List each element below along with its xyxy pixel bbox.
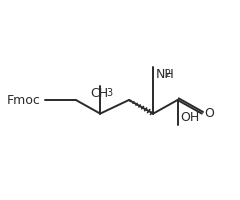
Text: NH: NH — [156, 68, 174, 81]
Text: 2: 2 — [165, 69, 171, 79]
Text: O: O — [204, 107, 214, 120]
Text: 3: 3 — [106, 88, 112, 98]
Text: CH: CH — [90, 87, 108, 100]
Text: OH: OH — [180, 111, 199, 124]
Text: Fmoc: Fmoc — [7, 94, 41, 106]
